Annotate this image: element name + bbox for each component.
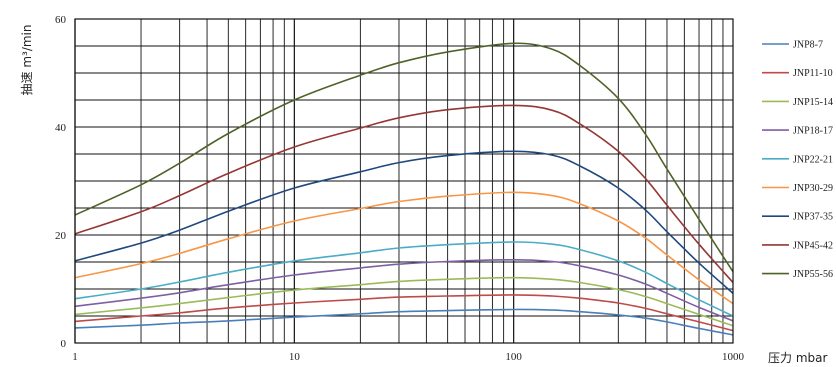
series-line-jnp15-14 [74, 276, 734, 327]
x-axis-label: 压力 mbar [768, 351, 827, 365]
series-lines [74, 42, 734, 336]
legend-label: JNP18-17 [793, 126, 833, 137]
legend: JNP8-7 JNP11-10 JNP15-14 JNP18-17 JNP22-21 JN… [762, 40, 833, 280]
legend-label: JNP30-29 [793, 183, 833, 194]
x-tick-label: 10 [289, 351, 301, 363]
legend-label: JNP55-56 [793, 269, 833, 280]
series-line-jnp22-21 [74, 241, 734, 317]
y-tick-label: 60 [55, 14, 67, 26]
y-axis-label: 抽速 m³/min [20, 25, 34, 96]
legend-label: JNP11-10 [793, 68, 833, 79]
legend-label: JNP22-21 [793, 154, 833, 165]
y-tick-label: 40 [55, 122, 67, 134]
axes: 0 20 40 60 1 10 100 1000 [55, 14, 745, 363]
x-tick-label: 1 [72, 351, 78, 363]
series-line-jnp37-35 [74, 150, 734, 294]
series-line-jnp11-10 [74, 294, 734, 332]
legend-label: JNP37-35 [793, 212, 833, 223]
y-tick-label: 0 [61, 338, 67, 350]
series-line-jnp30-29 [74, 191, 734, 305]
series-line-jnp18-17 [74, 258, 734, 322]
series-line-jnp45-42 [74, 104, 734, 284]
series-line-jnp8-7 [74, 308, 734, 336]
y-tick-label: 20 [55, 230, 67, 242]
x-tick-label: 100 [505, 351, 522, 363]
x-tick-label: 1000 [722, 351, 745, 363]
series-line-jnp55-56 [74, 42, 734, 273]
legend-label: JNP8-7 [793, 40, 823, 51]
plot-border [74, 18, 734, 344]
legend-label: JNP15-14 [793, 97, 833, 108]
legend-label: JNP45-42 [793, 240, 833, 251]
